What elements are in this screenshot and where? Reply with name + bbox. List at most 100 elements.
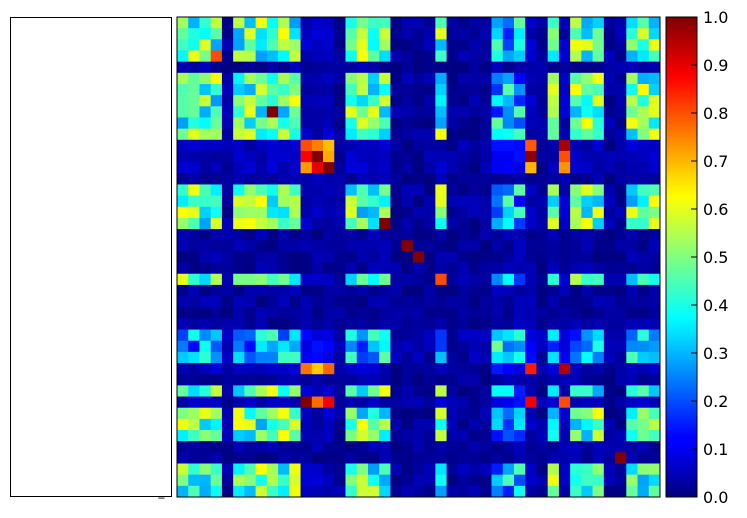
heatmap-cell [525,329,537,342]
heatmap-cell [435,139,447,152]
heatmap-cell [536,273,549,286]
heatmap-cell [424,128,436,141]
heatmap-cell [345,296,358,308]
heatmap-cell [401,284,414,297]
heatmap-cell [412,474,425,487]
heatmap-cell [570,139,582,152]
heatmap-cell [581,351,593,364]
heatmap-cell [177,307,189,319]
heatmap-cell [536,206,549,219]
heatmap-cell [345,396,358,409]
heatmap-cell [513,452,526,464]
heatmap-cell [412,240,425,252]
heatmap-cell [210,128,223,141]
heatmap-cell [502,173,515,185]
heatmap-cell [502,463,515,476]
heatmap-cell [469,50,481,63]
heatmap-cell [300,39,313,51]
heatmap-cell [255,206,268,219]
heatmap-cell [401,351,414,364]
heatmap-cell [558,150,571,163]
heatmap-cell [626,106,638,118]
heatmap-cell [390,50,403,63]
heatmap-cell [345,206,358,219]
heatmap-cell [244,474,257,487]
heatmap-cell [648,17,661,29]
heatmap-cell [210,307,223,319]
heatmap-cell [637,184,650,196]
heatmap-cell [233,396,245,409]
heatmap-cell [412,340,425,353]
heatmap-cell [570,351,582,364]
heatmap-cell [457,229,470,241]
heatmap-cell [334,195,346,208]
heatmap-cell [233,162,245,174]
heatmap-cell [435,430,447,442]
heatmap-cell [446,474,459,487]
heatmap-cell [581,385,593,397]
heatmap-cell [536,463,549,476]
heatmap-cell [311,150,324,163]
heatmap-cell [278,184,290,196]
heatmap-cell [379,407,391,420]
heatmap-cell [244,452,257,464]
heatmap-cell [491,229,504,241]
heatmap-cell [424,262,436,275]
heatmap-cell [356,363,369,375]
heatmap-cell [592,273,605,286]
heatmap-cell [255,251,268,263]
heatmap-cell [502,162,515,174]
heatmap-cell [592,139,605,152]
heatmap-cell [401,150,414,163]
heatmap-cell [626,128,638,141]
heatmap-cell [615,296,627,308]
heatmap-cell [255,374,268,386]
heatmap-cell [603,28,616,40]
heatmap-cell [525,441,537,453]
heatmap-cell [547,396,560,409]
heatmap-cell [300,485,313,498]
heatmap-cell [188,396,200,409]
heatmap-cell [356,72,369,85]
heatmap-cell [469,284,481,297]
heatmap-cell [390,363,403,375]
heatmap-cell [221,430,234,442]
heatmap-cell [424,351,436,364]
heatmap-cell [255,195,268,208]
heatmap-cell [435,407,447,420]
heatmap-cell [356,407,369,420]
heatmap-cell [412,463,425,476]
heatmap-cell [300,374,313,386]
heatmap-cell [513,50,526,63]
heatmap-cell [648,95,661,107]
heatmap-cell [244,418,257,431]
heatmap-cell [547,284,560,297]
heatmap-cell [626,407,638,420]
heatmap-cell [356,50,369,63]
heatmap-cell [603,441,616,453]
heatmap-cell [255,150,268,163]
heatmap-cell [570,284,582,297]
heatmap-cell [188,128,200,141]
heatmap-cell [502,128,515,141]
heatmap-cell [424,474,436,487]
heatmap-cell [300,184,313,196]
heatmap-cell [379,150,391,163]
heatmap-cell [300,240,313,252]
heatmap-cell [255,441,268,453]
heatmap-cell [311,217,324,230]
heatmap-cell [379,106,391,118]
heatmap-cell [525,463,537,476]
heatmap-cell [457,251,470,263]
heatmap-cell [311,240,324,252]
heatmap-cell [266,162,279,174]
heatmap-cell [469,173,481,185]
heatmap-cell [390,217,403,230]
heatmap-cell [345,72,358,85]
heatmap-cell [390,72,403,85]
heatmap-cell [491,351,504,364]
heatmap-cell [513,273,526,286]
heatmap-cell [558,463,571,476]
heatmap-cell [289,95,301,107]
heatmap-cell [278,418,290,431]
